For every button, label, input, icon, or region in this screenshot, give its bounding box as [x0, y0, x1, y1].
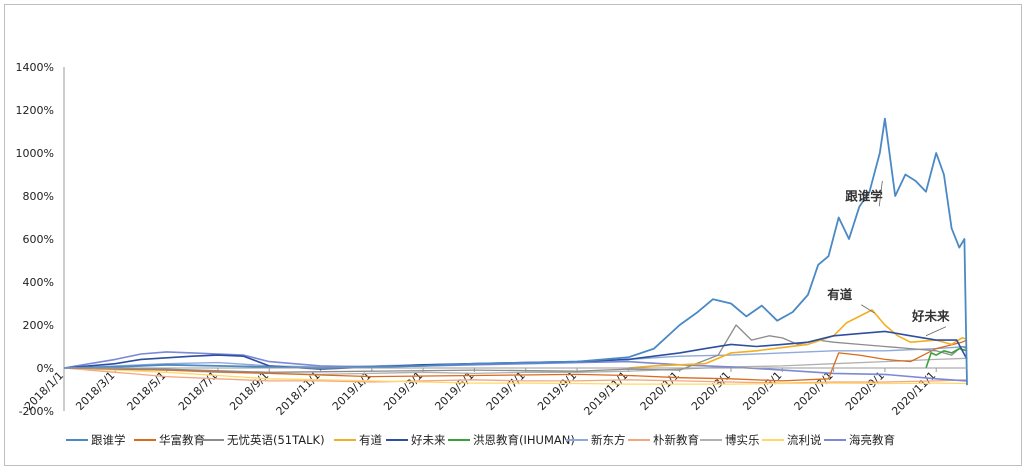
y-tick-label: 600%: [23, 233, 54, 246]
chart-frame: [4, 4, 1022, 466]
legend-label: 海亮教育: [849, 433, 895, 447]
legend-item: 流利说: [762, 433, 822, 447]
axes: [63, 67, 967, 411]
series-line: [63, 367, 968, 385]
legend-label: 好未来: [411, 433, 446, 447]
x-tick-label: 2018/3/1: [73, 369, 117, 413]
legend-item: 洪恩教育(IHUMAN): [448, 433, 575, 447]
legend-item: 无忧英语(51TALK): [202, 433, 325, 447]
y-tick-label: 400%: [23, 276, 54, 289]
y-tick-label: 0%: [37, 362, 54, 375]
legend-item: 新东方: [566, 433, 626, 447]
y-tick-label: 1000%: [16, 147, 54, 160]
annotation-leader: [878, 180, 883, 207]
series-line: [63, 330, 968, 370]
legend-item: 有道: [334, 433, 382, 447]
legend-label: 流利说: [787, 433, 822, 447]
legend-label: 朴新教育: [653, 433, 699, 447]
series-line: [63, 117, 968, 386]
legend: 跟谁学 华富教育 无忧英语(51TALK) 有道 好未来 洪恩教育(IHUMAN) 新东方 朴…: [66, 433, 895, 447]
legend-item: 朴新教育: [628, 433, 699, 447]
series-lines: [63, 117, 968, 386]
series-line: [925, 347, 968, 369]
legend-label: 无忧英语(51TALK): [227, 433, 325, 447]
y-tick-label: 200%: [23, 319, 54, 332]
series-line: [63, 339, 968, 382]
annotation-leader: [861, 304, 875, 314]
y-tick-label: 1200%: [16, 104, 54, 117]
annotation-leader: [925, 326, 947, 337]
legend-label: 博实乐: [725, 433, 760, 447]
legend-item: 华富教育: [134, 433, 205, 447]
legend-item: 跟谁学: [66, 433, 126, 447]
y-tick-label: 800%: [23, 190, 54, 203]
y-tick-label: 1400%: [16, 61, 54, 74]
x-tick-label: 2020/3/1: [689, 369, 733, 413]
series-line: [63, 367, 968, 384]
x-tick-label: 2018/11/1: [274, 369, 323, 418]
y-axis-ticks: 1400% 1200% 1000% 800% 600% 400% 200% 0% -200%: [16, 61, 54, 418]
legend-label: 华富教育: [159, 433, 205, 447]
legend-label: 跟谁学: [91, 433, 126, 447]
series-line: [63, 324, 968, 373]
legend-item: 好未来: [386, 433, 446, 447]
legend-label: 新东方: [591, 433, 626, 447]
x-tick-label: 2020/9/1: [843, 369, 887, 413]
annotation-label: 跟谁学: [845, 188, 883, 203]
x-tick-label: 2018/9/1: [227, 369, 271, 413]
x-tick-label: 2020/5/1: [740, 369, 784, 413]
annotation-label: 好未来: [911, 309, 950, 324]
x-tick-label: 2019/11/1: [581, 369, 630, 418]
legend-item: 海亮教育: [824, 433, 895, 447]
x-tick-label: 2019/9/1: [535, 369, 579, 413]
annotation-label: 有道: [827, 287, 853, 302]
legend-label: 洪恩教育(IHUMAN): [473, 433, 575, 447]
y-tick-label: -200%: [19, 405, 54, 418]
legend-item: 博实乐: [700, 433, 760, 447]
legend-label: 有道: [359, 433, 382, 447]
